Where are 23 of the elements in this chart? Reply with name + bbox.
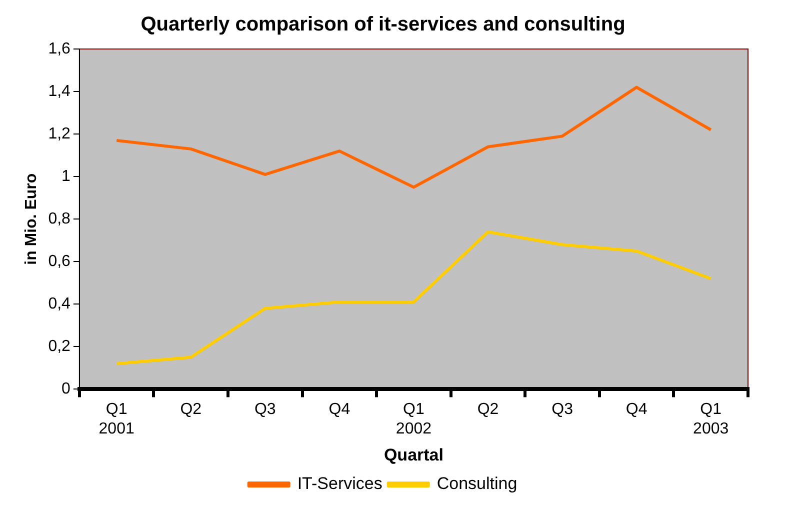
y-tick-label: 1,6 bbox=[48, 40, 71, 58]
y-tick-label: 0,2 bbox=[48, 338, 71, 356]
y-tick-label: 0 bbox=[62, 380, 71, 398]
y-axis-title: in Mio. Euro bbox=[23, 173, 40, 265]
x-tick-label: Q2 bbox=[180, 401, 202, 418]
x-tick-label: Q4 bbox=[626, 401, 648, 418]
x-tick-label: Q2 bbox=[477, 401, 499, 418]
y-tick-label: 1,4 bbox=[48, 82, 71, 100]
y-tick-label: 1 bbox=[62, 168, 71, 185]
legend-label: IT-Services bbox=[297, 474, 382, 494]
y-tick-label: 0,6 bbox=[48, 253, 71, 270]
y-tick-label: 0,8 bbox=[48, 210, 71, 228]
x-tick-label: Q3 bbox=[254, 401, 276, 418]
x-axis-title: Quartal bbox=[384, 445, 444, 464]
x-tick-label: Q1 2002 bbox=[396, 401, 432, 438]
x-tick-label: Q1 2001 bbox=[98, 401, 134, 438]
x-tick-label: Q3 bbox=[552, 401, 574, 418]
legend-label: Consulting bbox=[436, 474, 518, 494]
x-tick-label: Q1 2003 bbox=[693, 401, 729, 438]
chart-title: Quarterly comparison of it-services and consulting bbox=[140, 14, 626, 36]
y-tick-label: 0,4 bbox=[48, 296, 71, 313]
y-tick-label: 1,2 bbox=[48, 125, 71, 142]
x-tick-label: Q4 bbox=[328, 401, 350, 418]
